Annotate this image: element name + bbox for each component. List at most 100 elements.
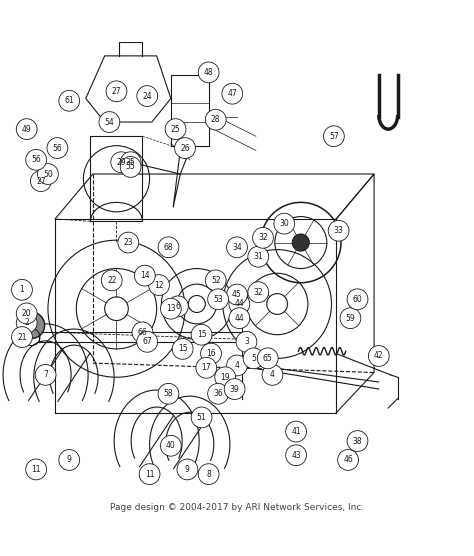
Text: 13: 13 xyxy=(166,304,176,313)
Text: 21: 21 xyxy=(17,332,27,341)
Circle shape xyxy=(262,365,283,385)
Text: 48: 48 xyxy=(204,68,213,77)
Text: 5: 5 xyxy=(251,354,256,363)
Circle shape xyxy=(243,348,264,369)
Circle shape xyxy=(135,265,155,286)
Circle shape xyxy=(37,163,58,185)
Text: 56: 56 xyxy=(31,155,41,165)
Text: 50: 50 xyxy=(43,170,53,178)
Text: 8: 8 xyxy=(206,470,211,479)
Circle shape xyxy=(101,270,122,291)
Circle shape xyxy=(222,83,243,104)
Circle shape xyxy=(59,91,80,111)
Text: 2: 2 xyxy=(24,319,29,327)
Text: 1: 1 xyxy=(19,285,24,294)
Circle shape xyxy=(160,435,181,456)
Circle shape xyxy=(224,379,245,399)
Text: 25: 25 xyxy=(171,125,181,133)
Text: 57: 57 xyxy=(329,132,339,141)
Text: 47: 47 xyxy=(228,89,237,98)
Circle shape xyxy=(286,421,307,442)
Circle shape xyxy=(198,464,219,484)
Text: 46: 46 xyxy=(343,455,353,464)
Text: 41: 41 xyxy=(291,427,301,436)
Text: 33: 33 xyxy=(334,226,344,235)
Text: 35: 35 xyxy=(126,158,136,167)
Circle shape xyxy=(160,299,181,319)
Circle shape xyxy=(26,459,46,480)
Text: 12: 12 xyxy=(154,281,164,290)
Text: 42: 42 xyxy=(374,351,383,360)
Circle shape xyxy=(118,232,139,253)
Text: 34: 34 xyxy=(232,243,242,252)
Text: 9: 9 xyxy=(185,465,190,474)
Text: 23: 23 xyxy=(124,238,133,247)
Circle shape xyxy=(120,157,141,177)
Circle shape xyxy=(347,431,368,451)
Text: 30: 30 xyxy=(279,219,289,228)
Text: 9: 9 xyxy=(67,455,72,464)
Text: 67: 67 xyxy=(142,337,152,346)
Circle shape xyxy=(215,367,236,388)
Text: 14: 14 xyxy=(140,271,150,280)
Text: 6: 6 xyxy=(175,302,181,311)
Circle shape xyxy=(340,308,361,329)
Text: 68: 68 xyxy=(164,243,173,252)
Text: 7: 7 xyxy=(43,370,48,379)
Text: 29: 29 xyxy=(117,158,126,167)
Circle shape xyxy=(191,324,212,345)
Circle shape xyxy=(59,450,80,470)
Circle shape xyxy=(227,355,247,376)
Text: 65: 65 xyxy=(263,354,273,363)
Circle shape xyxy=(292,234,310,251)
Circle shape xyxy=(227,237,247,257)
Circle shape xyxy=(208,289,228,310)
Text: 54: 54 xyxy=(105,117,114,127)
Circle shape xyxy=(198,62,219,83)
Circle shape xyxy=(208,384,228,404)
Circle shape xyxy=(172,339,193,359)
Text: 36: 36 xyxy=(213,389,223,398)
Circle shape xyxy=(347,289,368,310)
Text: 16: 16 xyxy=(206,349,216,358)
Circle shape xyxy=(248,246,269,267)
Text: 15: 15 xyxy=(197,330,206,339)
Circle shape xyxy=(26,150,46,170)
Circle shape xyxy=(99,112,120,132)
Text: 49: 49 xyxy=(22,125,32,133)
Circle shape xyxy=(158,384,179,404)
Circle shape xyxy=(137,331,157,352)
Circle shape xyxy=(30,171,51,191)
Text: 3: 3 xyxy=(244,337,249,346)
Text: 11: 11 xyxy=(145,470,155,479)
Circle shape xyxy=(177,459,198,480)
Circle shape xyxy=(137,86,157,106)
Text: 32: 32 xyxy=(254,287,263,297)
Circle shape xyxy=(236,331,257,352)
Text: 61: 61 xyxy=(64,96,74,105)
Circle shape xyxy=(158,237,179,257)
Circle shape xyxy=(323,126,344,147)
Circle shape xyxy=(205,110,226,130)
Circle shape xyxy=(257,348,278,369)
Text: 59: 59 xyxy=(346,314,356,322)
Text: 51: 51 xyxy=(197,413,206,422)
Circle shape xyxy=(35,365,56,385)
Circle shape xyxy=(11,280,32,300)
Circle shape xyxy=(47,138,68,158)
Circle shape xyxy=(229,294,250,314)
Circle shape xyxy=(106,81,127,102)
Circle shape xyxy=(16,303,37,324)
Text: 53: 53 xyxy=(213,295,223,304)
Text: 32: 32 xyxy=(258,234,268,242)
Circle shape xyxy=(111,152,132,172)
Circle shape xyxy=(16,312,37,333)
Text: 60: 60 xyxy=(353,295,363,304)
Text: 4: 4 xyxy=(270,370,275,379)
Circle shape xyxy=(342,310,359,327)
Circle shape xyxy=(165,119,186,140)
Text: 38: 38 xyxy=(353,436,362,445)
Circle shape xyxy=(201,343,221,364)
Text: 44: 44 xyxy=(235,300,244,309)
Circle shape xyxy=(337,450,358,470)
